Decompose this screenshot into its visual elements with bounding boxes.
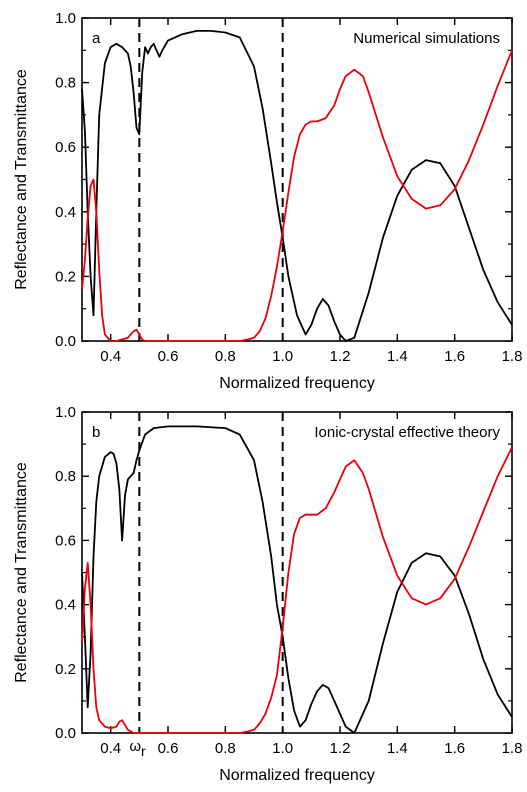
panel-label: a bbox=[92, 30, 101, 47]
x-tick-label: 0.6 bbox=[158, 348, 179, 365]
y-tick-label: 0.0 bbox=[55, 725, 76, 742]
x-tick-label: 1.6 bbox=[444, 740, 465, 757]
y-tick-label: 1.0 bbox=[55, 10, 76, 27]
panel-a: 0.4 0.6 0.8 1.0 1.2 1.4 1.6 1.8 0.0 0.2 0.4 0.6 0.8 1… bbox=[13, 10, 522, 392]
reflectance-line bbox=[81, 30, 513, 342]
x-tick-label: 0.8 bbox=[215, 348, 236, 365]
x-tick-label: 1.8 bbox=[502, 740, 523, 757]
y-axis-label: Reflectance and Transmittance bbox=[13, 462, 30, 683]
y-tick-label: 0.2 bbox=[55, 268, 76, 285]
x-axis-label: Normalized frequency bbox=[219, 767, 375, 784]
reflectance-line bbox=[81, 425, 513, 734]
y-tick-label: 0.8 bbox=[55, 75, 76, 92]
panel-b: 0.4 0.6 0.8 1.0 1.2 1.4 1.6 1.8 0.0 0.2 0.4 0.6 0.8 1… bbox=[13, 404, 522, 784]
marks-layer: 0.4 0.6 0.8 1.0 1.2 1.4 1.6 1.8 0.0 0.2 0.4 0.6 0.8 1… bbox=[55, 404, 522, 759]
y-tick-label: 0.4 bbox=[55, 204, 76, 221]
x-axis-label: Normalized frequency bbox=[219, 375, 375, 392]
y-tick-label: 1.0 bbox=[55, 404, 76, 421]
y-tick-label: 0.6 bbox=[55, 532, 76, 549]
transmittance-line bbox=[81, 49, 513, 342]
x-tick-label: 1.0 bbox=[272, 740, 293, 757]
x-tick-label: 1.4 bbox=[387, 348, 408, 365]
plot-frame bbox=[81, 17, 513, 342]
transmittance-line bbox=[81, 446, 513, 734]
x-tick-label: 0.6 bbox=[158, 740, 179, 757]
x-tick-label: 0.8 bbox=[215, 740, 236, 757]
y-tick-label: 0.4 bbox=[55, 597, 76, 614]
chart-annotation: Ionic-crystal effective theory bbox=[314, 424, 500, 441]
y-tick-label: 0.6 bbox=[55, 139, 76, 156]
plot-frame bbox=[81, 411, 513, 734]
x-tick-label: 1.2 bbox=[330, 348, 351, 365]
chart-annotation: Numerical simulations bbox=[353, 30, 500, 47]
y-tick-label: 0.0 bbox=[55, 333, 76, 350]
x-tick-label: 1.6 bbox=[444, 348, 465, 365]
x-tick-label: 1.0 bbox=[272, 348, 293, 365]
y-tick-label: 0.8 bbox=[55, 468, 76, 485]
panel-label: b bbox=[92, 424, 100, 441]
x-tick-label: 1.2 bbox=[330, 740, 351, 757]
x-tick-label: 1.8 bbox=[502, 348, 523, 365]
y-tick-label: 0.2 bbox=[55, 661, 76, 678]
y-axis-label: Reflectance and Transmittance bbox=[13, 69, 30, 290]
x-tick-label: 0.4 bbox=[100, 348, 121, 365]
x-tick-label: 0.4 bbox=[100, 740, 121, 757]
marks-layer: 0.4 0.6 0.8 1.0 1.2 1.4 1.6 1.8 0.0 0.2 0.4 0.6 0.8 1… bbox=[55, 10, 522, 365]
x-tick-label: 1.4 bbox=[387, 740, 408, 757]
omega-r-label: ωr bbox=[129, 738, 146, 759]
